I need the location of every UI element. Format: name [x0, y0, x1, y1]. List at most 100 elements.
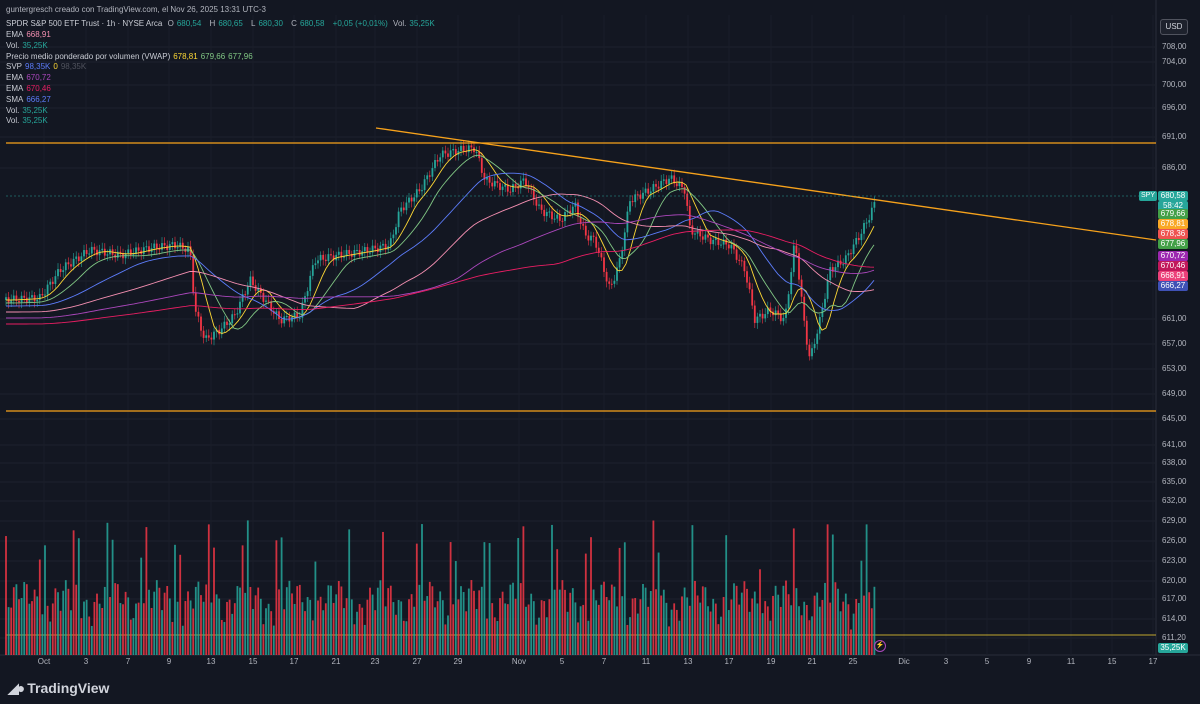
volume-bar [447, 615, 449, 655]
volume-bar [525, 606, 527, 655]
volume-bar [556, 549, 559, 655]
candle-body [304, 296, 306, 303]
candle-body [371, 245, 374, 253]
volume-bar [725, 535, 728, 655]
indicator-row[interactable]: SVP 98,35K 0 98,35K [6, 62, 89, 72]
candle-body [551, 211, 553, 220]
candle-body [623, 232, 626, 251]
candle-body [532, 188, 535, 200]
volume-bar [790, 605, 793, 655]
indicator-row[interactable]: EMA 670,46 [6, 84, 54, 94]
price-tick: 638,00 [1162, 458, 1187, 467]
volume-bar [512, 582, 514, 655]
brand-logo[interactable]: ◢● TradingView [8, 680, 109, 697]
candle-body [46, 284, 49, 295]
volume-bar [101, 607, 104, 655]
volume-bar [660, 595, 663, 655]
currency-button[interactable]: USD [1160, 19, 1188, 35]
candle-body [226, 321, 228, 325]
volume-bar [246, 520, 249, 655]
volume-bar [626, 624, 629, 655]
indicator-row[interactable]: Vol. 35,25K [6, 41, 51, 51]
volume-bar [647, 606, 650, 655]
volume-bar [722, 596, 725, 655]
candle-body [691, 225, 694, 235]
ema-long-line [6, 229, 875, 325]
candle-body [582, 223, 585, 226]
indicator-row[interactable]: Precio medio ponderado por volumen (VWAP… [6, 52, 256, 62]
candle-body [413, 197, 416, 202]
candle-body [283, 316, 286, 324]
candle-body [434, 159, 436, 169]
candle-body [597, 247, 600, 254]
volume-bar [127, 597, 130, 655]
indicator-row[interactable]: EMA 670,72 [6, 73, 54, 83]
volume-bar [5, 536, 7, 655]
candle-body [852, 244, 855, 254]
candle-body [314, 263, 317, 266]
candle-body [519, 180, 522, 189]
volume-bar [228, 599, 231, 655]
candle-body [584, 225, 587, 236]
volume-bar [847, 604, 850, 655]
candle-body [548, 211, 551, 213]
volume-bar [873, 586, 876, 655]
indicator-value: 679,66 [200, 51, 226, 61]
candle-body [605, 271, 608, 282]
candle-body [145, 246, 148, 248]
alert-bolt-icon[interactable]: ⚡ [874, 640, 886, 652]
candle-body [405, 202, 408, 211]
volume-bar [571, 588, 574, 655]
volume-bar [691, 525, 694, 655]
volume-bar [595, 600, 598, 655]
candle-body [618, 258, 621, 268]
volume-bar [707, 606, 709, 655]
indicator-row[interactable]: EMA 668,91 [6, 30, 54, 40]
volume-bar [548, 599, 551, 655]
candle-body [20, 295, 23, 303]
price-tick: 620,00 [1162, 576, 1187, 585]
candle-body [129, 249, 132, 256]
volume-bar [72, 530, 75, 655]
candle-body [465, 151, 468, 153]
candle-body [36, 299, 39, 302]
candle-body [428, 175, 431, 177]
volume-bar [252, 609, 254, 655]
time-tick: 3 [943, 657, 949, 666]
volume-bar [751, 598, 754, 655]
volume-bar [171, 621, 174, 655]
volume-bar [322, 610, 325, 655]
indicator-row[interactable]: SMA 666,27 [6, 95, 54, 105]
volume-bar [826, 524, 829, 655]
candle-body [33, 295, 36, 302]
indicator-row[interactable]: Vol. 35,25K [6, 116, 51, 126]
volume-bar [519, 583, 522, 655]
volume-bar [327, 585, 330, 655]
candle-body [478, 151, 481, 159]
candle-body [740, 260, 743, 262]
candle-body [540, 204, 543, 210]
vol-label: Vol. [393, 19, 407, 28]
volume-bar [51, 603, 54, 655]
candle-body [556, 214, 559, 219]
volume-bar [233, 603, 236, 655]
volume-bar [153, 591, 156, 655]
volume-bar [808, 620, 811, 655]
volume-bar [621, 596, 624, 655]
volume-bar [608, 600, 611, 655]
candle-body [577, 202, 579, 217]
volume-bar [530, 593, 533, 655]
volume-bar [418, 584, 421, 655]
volume-bar [280, 537, 283, 655]
volume-bar [265, 608, 267, 655]
candle-body [707, 234, 709, 238]
candle-body [324, 259, 327, 262]
indicator-row[interactable]: Vol. 35,25K [6, 106, 51, 116]
candle-body [345, 249, 348, 257]
symbol-legend[interactable]: SPDR S&P 500 ETF Trust · 1h · NYSE Arca … [6, 19, 441, 29]
volume-bar [283, 609, 286, 655]
candle-body [733, 244, 735, 250]
candle-body [447, 153, 449, 157]
candle-body [75, 256, 78, 259]
